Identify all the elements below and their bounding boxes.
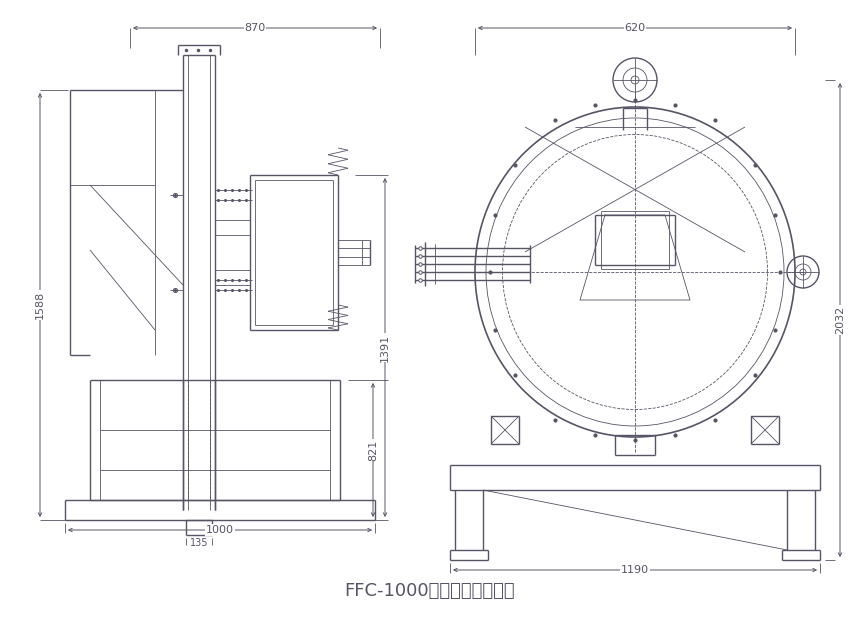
Text: 1000: 1000 <box>206 525 234 535</box>
Text: 135: 135 <box>190 538 208 548</box>
Text: 821: 821 <box>368 439 378 460</box>
Text: 2032: 2032 <box>835 306 845 334</box>
Text: 870: 870 <box>244 23 266 33</box>
Text: FFC-1000型粉碎機外形尺寸: FFC-1000型粉碎機外形尺寸 <box>345 582 515 600</box>
Text: 1588: 1588 <box>35 291 45 319</box>
Text: 1391: 1391 <box>380 333 390 361</box>
Text: 1190: 1190 <box>621 565 649 575</box>
Text: 620: 620 <box>624 23 646 33</box>
